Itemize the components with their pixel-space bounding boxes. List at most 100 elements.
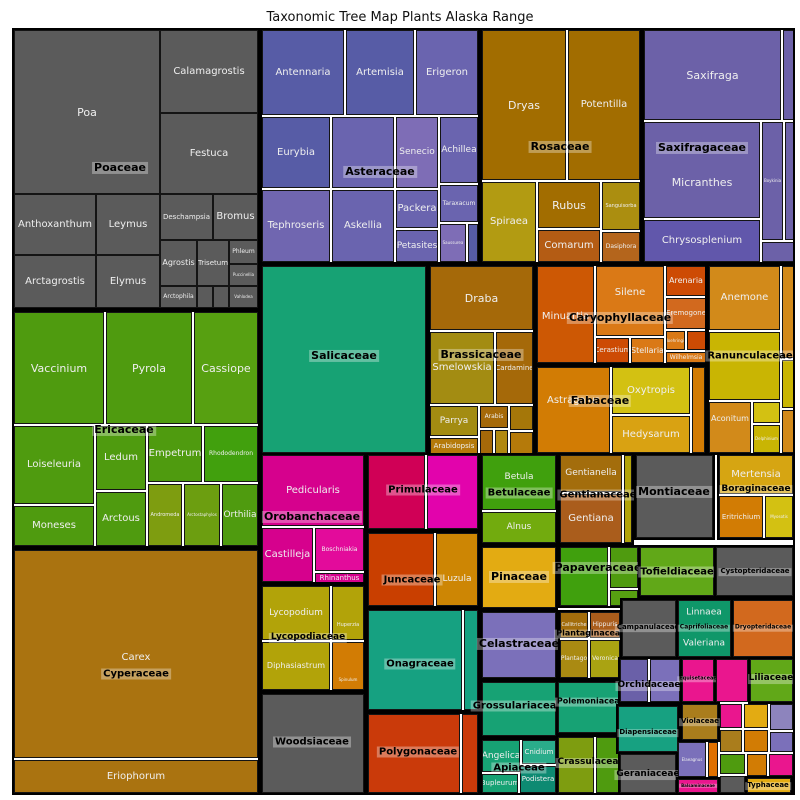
tile-anthoxanthum[interactable]: Anthoxanthum <box>14 194 96 255</box>
tile-pedicularis[interactable]: Pedicularis <box>262 455 364 526</box>
tile-potentilla[interactable]: Potentilla <box>568 30 640 180</box>
tile-draba[interactable]: Draba <box>430 266 533 330</box>
tile-taraxacum[interactable]: Taraxacum <box>440 185 478 222</box>
tile-alnus[interactable]: Alnus <box>482 512 556 543</box>
tile-woodsiaceae-cell-0[interactable] <box>262 694 364 793</box>
tile-carex[interactable]: Carex <box>14 550 258 758</box>
tile-delphinium[interactable]: Delphinium <box>753 425 780 453</box>
tile-poaceae-cell-16[interactable] <box>213 286 229 308</box>
tile-misc-small-taxa-cell-9[interactable] <box>769 754 793 776</box>
tile-hedysarum[interactable]: Hedysarum <box>612 416 690 453</box>
tile-smelowskia[interactable]: Smelowskia <box>430 332 494 404</box>
tile-dryopteridaceae-cell-0[interactable] <box>733 600 793 657</box>
tile-balsaminaceae-cell-0[interactable] <box>678 779 718 793</box>
tile-phleum[interactable]: Phleum <box>229 240 258 264</box>
tile-myosotis[interactable]: Myosotis <box>765 496 793 538</box>
tile-vaccinium[interactable]: Vaccinium <box>14 312 104 424</box>
tile-chrysosplenium[interactable]: Chrysosplenium <box>644 220 760 262</box>
tile-arabis[interactable]: Arabis <box>480 406 508 428</box>
tile-empetrum[interactable]: Empetrum <box>148 426 202 482</box>
tile-rubus[interactable]: Rubus <box>538 182 600 228</box>
tile-violaceae-cell-0[interactable] <box>682 704 718 740</box>
tile-arenaria[interactable]: Arenaria <box>666 266 706 296</box>
tile-vahlodea[interactable]: Vahlodea <box>229 286 258 308</box>
tile-misc-small-taxa-cell-6[interactable] <box>770 732 793 752</box>
tile-fabaceae-cell-3[interactable] <box>692 367 705 453</box>
tile-poaceae-cell-15[interactable] <box>197 286 213 308</box>
tile-orthilia[interactable]: Orthilia <box>222 484 258 546</box>
tile-misc-small-taxa-cell-0[interactable] <box>716 659 748 702</box>
tile-boschniakia[interactable]: Boschniakia <box>315 528 364 571</box>
tile-misc-small-taxa-cell-8[interactable] <box>747 754 767 776</box>
tile-primulaceae-cell-0[interactable] <box>368 455 425 529</box>
tile-papaveraceae-cell-1[interactable] <box>610 547 638 588</box>
tile-huperzia[interactable]: Huperzia <box>332 586 364 640</box>
tile-papaveraceae-cell-0[interactable] <box>560 547 608 606</box>
tile-elymus[interactable]: Elymus <box>96 255 160 308</box>
tile-spiraea[interactable]: Spiraea <box>482 182 536 262</box>
tile-onagraceae-cell-1[interactable] <box>464 610 478 710</box>
tile-rhododendron[interactable]: Rhododendron <box>204 426 258 482</box>
tile-caprifoliaceae-cell-0[interactable] <box>678 600 731 657</box>
tile-montiaceae-cell-0[interactable] <box>636 455 713 538</box>
tile-dryas[interactable]: Dryas <box>482 30 566 180</box>
tile-bromus[interactable]: Bromus <box>213 194 258 240</box>
tile-silene[interactable]: Silene <box>596 266 664 336</box>
tile-asteraceae-cell-4[interactable] <box>332 117 394 188</box>
tile-dasiphora[interactable]: Dasiphora <box>602 232 640 262</box>
tile-antennaria[interactable]: Antennaria <box>262 30 344 115</box>
tile-packera[interactable]: Packera <box>396 190 438 228</box>
tile-eurybia[interactable]: Eurybia <box>262 117 330 188</box>
tile-artemisia[interactable]: Artemisia <box>346 30 414 115</box>
tile-brassicaceae-cell-8[interactable] <box>510 406 533 430</box>
tile-boykinia[interactable]: Boykinia <box>762 122 783 240</box>
tile-cardamine[interactable]: Cardamine <box>496 332 533 404</box>
tile-petasites[interactable]: Petasites <box>396 230 438 262</box>
tile-aconitum[interactable]: Aconitum <box>709 402 751 453</box>
tile-misc-small-taxa-cell-10[interactable] <box>720 776 745 793</box>
tile-pyrola[interactable]: Pyrola <box>106 312 192 424</box>
tile-misc-small-taxa-cell-7[interactable] <box>720 754 745 774</box>
tile-trisetum[interactable]: Trisetum <box>197 240 229 286</box>
tile-askellia[interactable]: Askellia <box>332 190 394 262</box>
tile-festuca[interactable]: Festuca <box>160 113 258 194</box>
tile-primulaceae-cell-1[interactable] <box>427 455 478 529</box>
tile-lycopodium[interactable]: Lycopodium <box>262 586 330 640</box>
tile-puccinellia[interactable]: Puccinellia <box>229 264 258 286</box>
tile-gentianaceae-cell-2[interactable] <box>624 455 632 543</box>
tile-spinulum[interactable]: Spinulum <box>332 642 364 690</box>
tile-deschampsia[interactable]: Deschampsia <box>160 194 213 240</box>
tile-grossulariaceae-cell-0[interactable] <box>482 682 556 736</box>
tile-callitriche[interactable]: Callitriche <box>560 612 588 638</box>
tile-cystopteridaceae-cell-0[interactable] <box>716 547 793 596</box>
tile-ranunculaceae-cell-3[interactable] <box>753 402 780 423</box>
tile-parrya[interactable]: Parrya <box>430 406 478 436</box>
tile-misc-small-taxa-cell-2[interactable] <box>744 704 768 728</box>
tile-arctophila[interactable]: Arctophila <box>160 286 197 308</box>
tile-anemone[interactable]: Anemone <box>709 266 780 330</box>
tile-misc-small-taxa-cell-3[interactable] <box>770 704 793 730</box>
tile-mertensia[interactable]: Mertensia <box>719 455 793 494</box>
tile-luzula[interactable]: Luzula <box>436 533 478 606</box>
tile-misc-small-taxa-cell-5[interactable] <box>744 730 768 752</box>
tile-polemoniaceae-cell-0[interactable] <box>558 682 623 733</box>
tile-loiseleuria[interactable]: Loiseleuria <box>14 426 94 504</box>
tile-achillea[interactable]: Achillea <box>440 117 478 183</box>
tile-moehringia[interactable]: Moehringia <box>666 331 685 350</box>
tile-asteraceae-cell-13[interactable] <box>468 224 478 262</box>
tile-cnidium[interactable]: Cnidium <box>522 740 556 764</box>
tile-ledum[interactable]: Ledum <box>96 426 146 490</box>
tile-onagraceae-cell-0[interactable] <box>368 610 462 710</box>
tile-oxytropis[interactable]: Oxytropis <box>612 367 690 414</box>
tile-eriophorum[interactable]: Eriophorum <box>14 760 258 793</box>
tile-elaeagnus[interactable]: Elaeagnus <box>678 742 706 777</box>
tile-ranunculaceae-cell-1[interactable] <box>709 332 780 400</box>
tile-castilleja[interactable]: Castilleja <box>262 528 313 582</box>
tile-arctostaphylos[interactable]: Arctostaphylos <box>184 484 220 546</box>
tile-micranthes[interactable]: Micranthes <box>644 122 760 218</box>
tile-pinaceae-cell-0[interactable] <box>482 547 556 608</box>
tile-senecio[interactable]: Senecio <box>396 117 438 188</box>
tile-gentiana[interactable]: Gentiana <box>560 494 622 543</box>
tile-saussurea[interactable]: Saussurea <box>440 224 466 262</box>
tile-stellaria[interactable]: Stellaria <box>631 338 664 363</box>
